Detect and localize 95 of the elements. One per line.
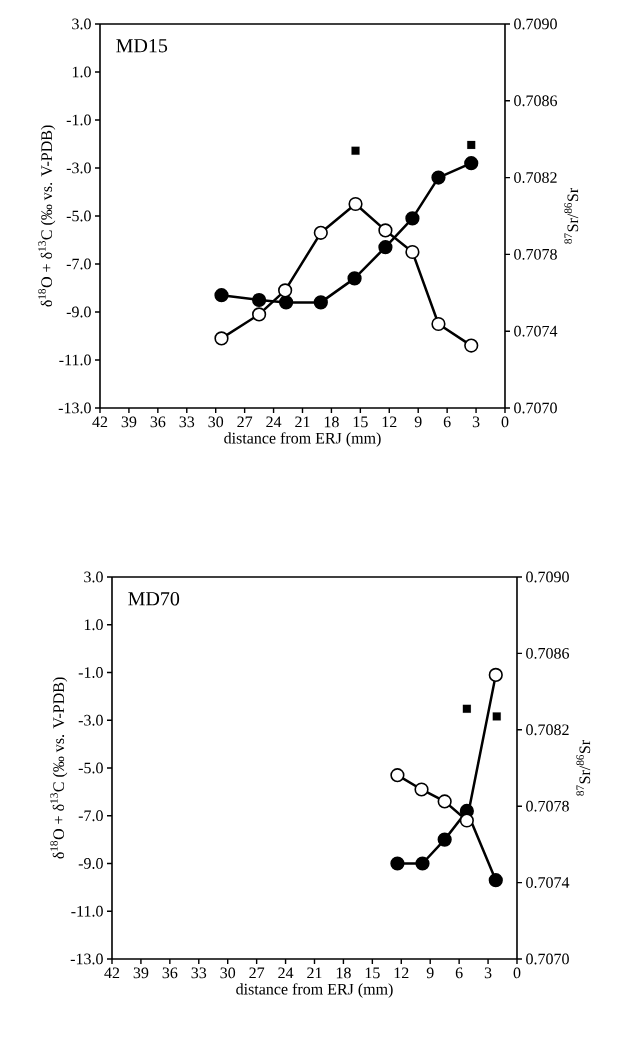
point — [405, 211, 420, 226]
point — [278, 283, 293, 298]
point — [347, 271, 362, 286]
point — [214, 288, 229, 303]
point — [488, 667, 503, 682]
annotation: MD15 — [116, 39, 168, 53]
x-tick-label: 18 — [336, 967, 351, 979]
y2-tick-label: 0.7086 — [514, 95, 558, 107]
x-tick-label: 9 — [426, 967, 434, 979]
x-tick-label: 0 — [501, 416, 509, 428]
point — [415, 856, 430, 871]
x-tick-label: 42 — [104, 967, 120, 979]
point — [488, 873, 503, 888]
point — [378, 240, 393, 255]
y-tick-label: -11.0 — [59, 354, 91, 366]
x-tick-label: 36 — [150, 416, 166, 428]
point — [459, 813, 474, 828]
y-tick-label: 1.0 — [72, 66, 91, 78]
point — [313, 225, 328, 240]
annotation: MD70 — [128, 591, 180, 606]
x-tick-label: 33 — [191, 967, 207, 979]
y2-tick-label: 0.7078 — [526, 800, 569, 812]
y-tick-label: -1.0 — [78, 667, 103, 678]
y-tick-label: -1.0 — [66, 114, 91, 126]
y-tick-label: -3.0 — [78, 714, 103, 726]
y2-tick-label: 0.7082 — [514, 172, 557, 184]
x-axis-title: distance from ERJ (mm) — [224, 432, 381, 447]
x-tick-label: 30 — [220, 967, 236, 979]
x-tick-label: 15 — [353, 416, 368, 428]
x-tick-label: 6 — [443, 416, 451, 428]
point — [348, 196, 363, 212]
point — [378, 223, 393, 238]
x-tick-label: 3 — [484, 967, 492, 979]
x-tick-label: 18 — [324, 416, 339, 428]
y2-axis-title: $^{87}$Sr/$^{86}$Sr — [564, 187, 579, 244]
point — [437, 794, 452, 809]
x-tick-label: 36 — [162, 967, 178, 979]
y-tick-label: 3.0 — [84, 571, 103, 583]
x-tick-label: 21 — [307, 967, 322, 979]
x-tick-label: 0 — [513, 967, 521, 979]
x-tick-label: 33 — [179, 416, 195, 428]
y-tick-label: -13.0 — [70, 953, 103, 965]
y-tick-label: 1.0 — [84, 619, 103, 631]
y2-tick-label: 0.7086 — [526, 647, 570, 659]
y-tick-label: -5.0 — [78, 762, 103, 774]
point — [214, 331, 229, 346]
x-tick-label: 24 — [278, 967, 294, 979]
point — [313, 295, 328, 310]
point — [405, 244, 420, 260]
point — [390, 856, 405, 871]
y-tick-label: -9.0 — [78, 858, 103, 869]
y2-tick-label: 0.7070 — [526, 953, 569, 965]
y-tick-label: -11.0 — [71, 905, 103, 917]
y2-tick-label: 0.7090 — [514, 18, 557, 30]
y-tick-label: -7.0 — [78, 810, 103, 822]
point — [437, 832, 452, 847]
x-tick-label: 39 — [121, 416, 137, 428]
y2-axis-title: $^{87}$Sr/$^{86}$Sr — [576, 739, 591, 796]
x-tick-label: 21 — [295, 416, 310, 428]
point — [252, 292, 267, 308]
y2-tick-label: 0.7070 — [514, 402, 557, 414]
point — [464, 156, 479, 171]
point — [431, 316, 446, 332]
x-tick-label: 12 — [382, 416, 397, 428]
y-tick-label: 3.0 — [72, 18, 91, 30]
y-tick-label: -5.0 — [66, 210, 91, 222]
x-tick-label: 27 — [249, 967, 265, 979]
point — [279, 295, 294, 310]
x-tick-label: 27 — [237, 416, 253, 428]
point — [464, 338, 479, 353]
x-tick-label: 42 — [92, 416, 108, 428]
x-tick-label: 30 — [208, 416, 224, 428]
point — [414, 782, 429, 797]
y2-tick-label: 0.7074 — [514, 325, 558, 337]
point — [252, 307, 267, 322]
x-tick-label: 39 — [133, 967, 149, 979]
x-axis-title: distance from ERJ (mm) — [236, 983, 393, 998]
y2-tick-label: 0.7082 — [526, 724, 569, 736]
y-axis-title: δ$^{18}$O + δ$^{13}$C (‰ vs. V-PDB) — [50, 677, 68, 859]
y-tick-label: -13.0 — [58, 402, 91, 414]
y2-tick-label: 0.7078 — [514, 248, 557, 260]
x-tick-label: 15 — [365, 967, 380, 979]
y-tick-label: -7.0 — [66, 258, 91, 270]
x-tick-label: 12 — [394, 967, 409, 979]
y-axis-title: δ$^{18}$O + δ$^{13}$C (‰ vs. V-PDB) — [38, 125, 56, 307]
x-tick-label: 6 — [455, 967, 463, 979]
y-tick-label: -3.0 — [66, 162, 91, 174]
y-tick-label: -9.0 — [66, 306, 91, 318]
point — [390, 768, 405, 783]
y2-tick-label: 0.7074 — [526, 877, 570, 889]
x-tick-label: 9 — [414, 416, 422, 428]
point — [431, 170, 446, 185]
x-tick-label: 24 — [266, 416, 282, 428]
x-tick-label: 3 — [472, 416, 480, 428]
y2-tick-label: 0.7090 — [526, 571, 569, 583]
